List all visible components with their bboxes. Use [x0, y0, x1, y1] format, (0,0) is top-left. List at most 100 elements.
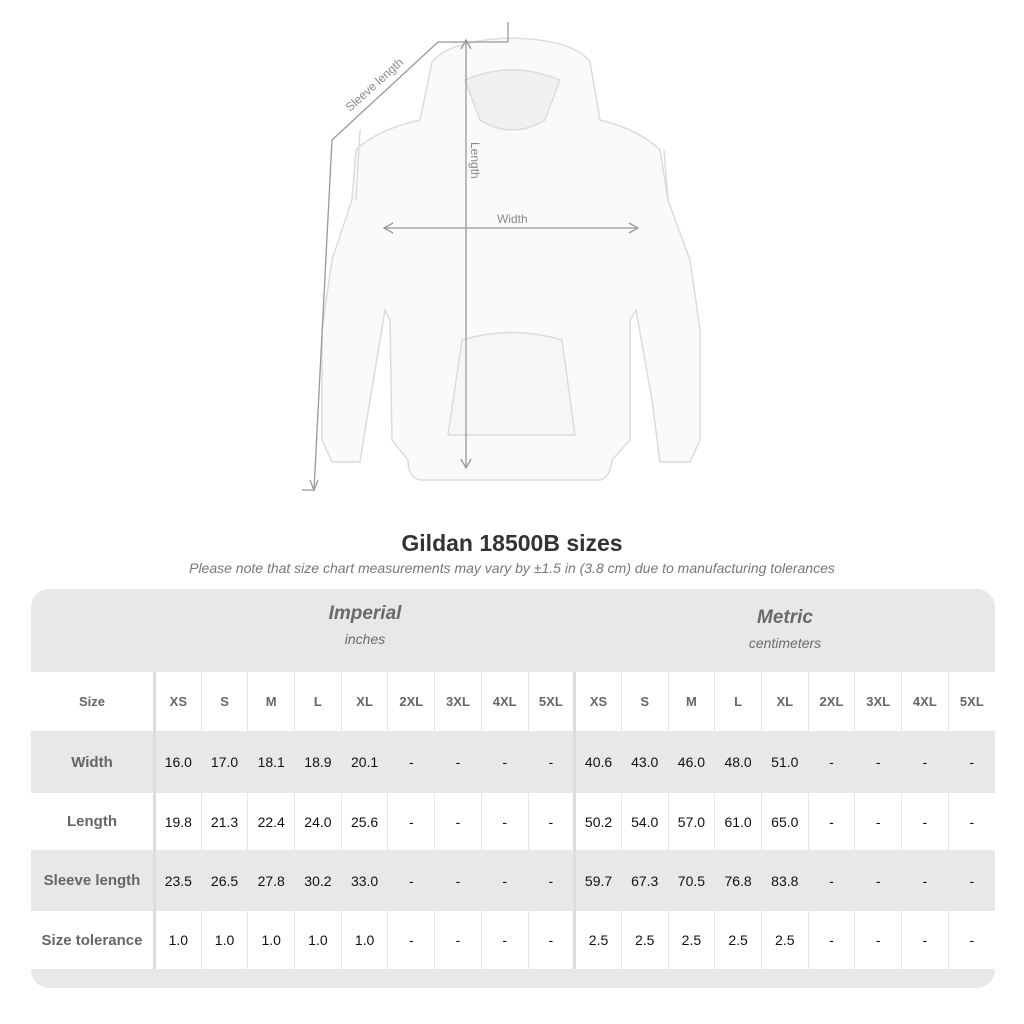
imperial-value-cell: -: [480, 731, 528, 793]
imperial-value-cell: 22.4: [247, 793, 295, 850]
row-label: Width: [31, 731, 156, 793]
imperial-value-cell: 1.0: [200, 911, 248, 969]
metric-value-cell: -: [854, 911, 902, 969]
metric-value-cell: -: [901, 731, 949, 793]
imperial-value-cell: -: [387, 793, 435, 850]
metric-value-cell: -: [947, 793, 995, 850]
metric-value-cell: -: [807, 793, 855, 850]
metric-value-cell: -: [854, 793, 902, 850]
imperial-value-cell: -: [527, 850, 575, 911]
metric-value-cell: 65.0: [760, 793, 809, 850]
metric-value-cell: 83.8: [760, 850, 809, 911]
size-table: Size XS S M L XL 2XL 3XL 4XL 5XL XS S M L XL 2XL 3XL 4XL 5…: [31, 672, 995, 969]
imperial-value-cell: -: [480, 911, 528, 969]
width-arrows: [382, 222, 640, 234]
metric-value-cell: -: [901, 793, 949, 850]
metric-value-cell: 2.5: [714, 911, 762, 969]
metric-size-4xl: 4XL: [901, 672, 949, 731]
metric-value-cell: -: [947, 911, 995, 969]
metric-value-cell: 43.0: [620, 731, 669, 793]
metric-value-cell: 50.2: [573, 793, 622, 850]
metric-size-l: L: [714, 672, 762, 731]
metric-value-cell: 67.3: [620, 850, 669, 911]
imperial-value-cell: -: [527, 731, 575, 793]
metric-value-cell: 2.5: [760, 911, 809, 969]
metric-value-cell: 40.6: [573, 731, 622, 793]
imperial-unit: inches: [344, 631, 386, 647]
imperial-value-cell: -: [387, 911, 435, 969]
imperial-size-l: L: [294, 672, 342, 731]
row-label: Size tolerance: [31, 911, 156, 969]
imperial-size-2xl: 2XL: [387, 672, 435, 731]
length-arrows: [460, 38, 472, 470]
metric-value-cell: -: [947, 731, 995, 793]
imperial-size-m: M: [247, 672, 295, 731]
metric-value-cell: 70.5: [667, 850, 715, 911]
size-chart: Imperial inches Metric centimeters Size X…: [31, 589, 995, 988]
imperial-value-cell: -: [527, 793, 575, 850]
imperial-value-cell: 25.6: [340, 793, 388, 850]
metric-value-cell: 2.5: [667, 911, 715, 969]
sleeve-arrow: [309, 479, 319, 492]
sleeve-length-line: [302, 22, 509, 491]
metric-value-cell: 51.0: [760, 731, 809, 793]
imperial-value-cell: 26.5: [200, 850, 248, 911]
imperial-value-cell: 18.9: [294, 731, 342, 793]
imperial-value-cell: -: [480, 850, 528, 911]
tolerance-note: Please note that size chart measurements…: [189, 560, 835, 576]
table-row: Width 16.0 17.0 18.1 18.9 20.1- - - -40.6 43.0 46.…: [31, 731, 995, 793]
metric-size-3xl: 3XL: [854, 672, 902, 731]
imperial-size-xl: XL: [340, 672, 388, 731]
metric-size-s: S: [620, 672, 669, 731]
imperial-value-cell: 24.0: [294, 793, 342, 850]
metric-value-cell: 54.0: [620, 793, 669, 850]
size-header-label: Size: [31, 672, 156, 731]
table-row: Sleeve length 23.5 26.5 27.8 30.2 33.0- - - -59.…: [31, 850, 995, 911]
imperial-value-cell: 18.1: [247, 731, 295, 793]
metric-value-cell: 76.8: [714, 850, 762, 911]
metric-size-m: M: [667, 672, 715, 731]
size-header-row: Size XS S M L XL 2XL 3XL 4XL 5XL XS S M L XL 2XL 3XL 4XL 5…: [31, 672, 995, 731]
imperial-value-cell: -: [434, 793, 482, 850]
page-title: Gildan 18500B sizes: [401, 530, 623, 556]
metric-value-cell: 2.5: [620, 911, 669, 969]
imperial-value-cell: 17.0: [200, 731, 248, 793]
imperial-size-xs: XS: [154, 672, 202, 731]
imperial-value-cell: 33.0: [340, 850, 388, 911]
row-label: Sleeve length: [31, 850, 156, 911]
metric-size-5xl: 5XL: [947, 672, 995, 731]
imperial-value-cell: 1.0: [340, 911, 388, 969]
imperial-value-cell: -: [387, 731, 435, 793]
metric-value-cell: 2.5: [573, 911, 622, 969]
metric-value-cell: 46.0: [667, 731, 715, 793]
imperial-value-cell: -: [527, 911, 575, 969]
metric-title: Metric: [757, 607, 813, 628]
metric-value-cell: -: [807, 850, 855, 911]
metric-value-cell: 59.7: [573, 850, 622, 911]
sleeve-length-label: Sleeve length: [343, 55, 406, 114]
metric-value-cell: -: [854, 731, 902, 793]
metric-size-xl: XL: [760, 672, 809, 731]
imperial-value-cell: 19.8: [154, 793, 202, 850]
imperial-header: Imperial inches: [155, 603, 575, 647]
table-row: Length 19.8 21.3 22.4 24.0 25.6- - - -50.2 54.0 57…: [31, 793, 995, 850]
metric-value-cell: -: [947, 850, 995, 911]
hoodie-diagram: Sleeve length Length Width: [302, 22, 701, 492]
imperial-size-3xl: 3XL: [434, 672, 482, 731]
hoodie-image: [321, 37, 701, 481]
imperial-value-cell: 1.0: [294, 911, 342, 969]
imperial-value-cell: 1.0: [154, 911, 202, 969]
imperial-value-cell: -: [480, 793, 528, 850]
metric-value-cell: -: [854, 850, 902, 911]
imperial-title: Imperial: [328, 603, 402, 624]
imperial-value-cell: 20.1: [340, 731, 388, 793]
imperial-size-4xl: 4XL: [480, 672, 528, 731]
imperial-value-cell: 21.3: [200, 793, 248, 850]
metric-value-cell: 61.0: [714, 793, 762, 850]
metric-size-xs: XS: [573, 672, 622, 731]
metric-value-cell: 48.0: [714, 731, 762, 793]
imperial-value-cell: -: [434, 911, 482, 969]
table-row: Size tolerance 1.0 1.0 1.0 1.0 1.0- - - -2.5 2.5 2…: [31, 911, 995, 969]
width-label: Width: [497, 212, 528, 226]
imperial-value-cell: 23.5: [154, 850, 202, 911]
